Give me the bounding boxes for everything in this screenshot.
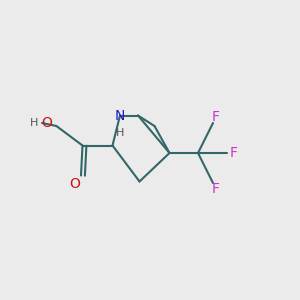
- Text: F: F: [212, 182, 219, 196]
- Text: N: N: [115, 109, 125, 122]
- Text: H: H: [116, 128, 124, 139]
- Text: F: F: [230, 146, 237, 160]
- Text: O: O: [69, 177, 80, 190]
- Text: F: F: [212, 110, 219, 124]
- Text: O: O: [42, 116, 52, 130]
- Text: H: H: [30, 118, 39, 128]
